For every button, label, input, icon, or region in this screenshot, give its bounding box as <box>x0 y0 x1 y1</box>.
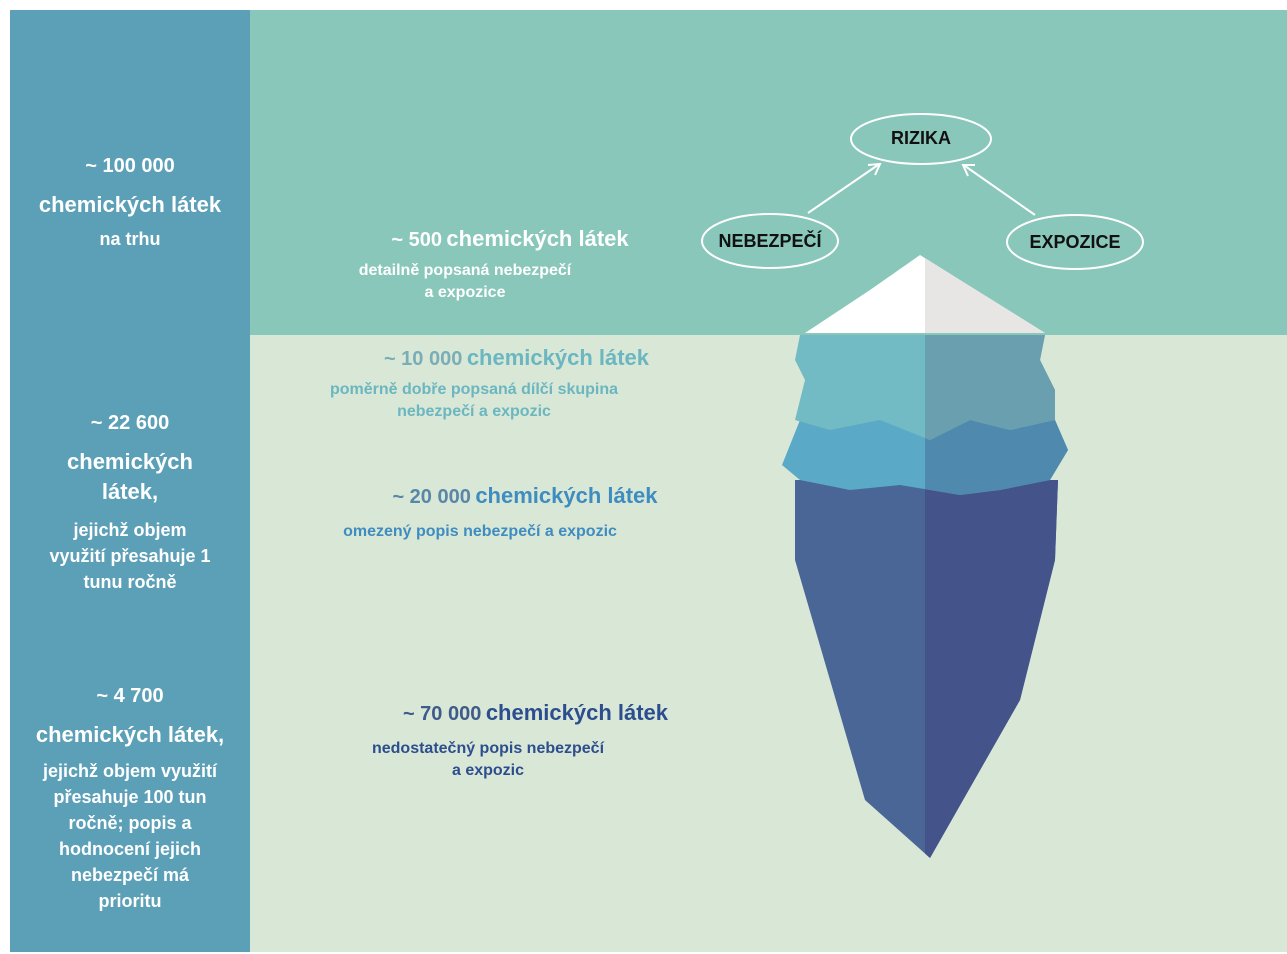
line: chemických látek <box>38 192 222 217</box>
description: nedostatečný popis nebezpečí <box>371 740 605 757</box>
line: chemických látek, <box>35 722 225 747</box>
count: ~ 70 000 <box>402 703 482 725</box>
water-bg <box>250 335 1287 952</box>
label: chemických látek <box>485 700 669 725</box>
line: jejichž objem <box>73 520 187 540</box>
level: ~ 10 000 chemických látek poměrně dobře … <box>264 345 684 423</box>
label: chemických látek <box>446 226 629 251</box>
line: na trhu <box>99 229 161 249</box>
description: nebezpečí a expozic <box>397 403 551 420</box>
level: ~ 20 000 chemických látek omezený popis … <box>270 483 690 543</box>
description: detailně popsaná nebezpečí <box>358 262 572 279</box>
arrow-head <box>867 162 882 176</box>
line: chemických <box>67 449 193 474</box>
sidebar-block: ~ 22 600 chemických látek, jejichž objem… <box>10 412 250 595</box>
line: přesahuje 100 tun <box>53 787 207 807</box>
description: a expozic <box>451 762 525 779</box>
count: ~ 100 000 <box>85 155 175 177</box>
iceberg <box>782 255 1068 858</box>
node-label: NEBEZPEČÍ <box>718 231 822 251</box>
line: látek, <box>101 479 159 504</box>
count: ~ 10 000 <box>383 348 463 370</box>
line: tunu ročně <box>83 572 177 592</box>
node-oval <box>701 213 839 269</box>
node-oval <box>850 113 992 165</box>
sidebar-bg <box>10 10 250 952</box>
label: chemických látek <box>475 483 658 508</box>
level: ~ 500 chemických látek detailně popsaná … <box>300 226 720 304</box>
sidebar-block: ~ 4 700 chemických látek, jejichž objem … <box>10 685 250 914</box>
sidebar-block: ~ 100 000 chemických látek na trhu <box>10 155 250 252</box>
description: omezený popis nebezpečí a expozic <box>343 523 617 540</box>
arrow <box>964 165 1036 216</box>
line: prioritu <box>98 891 162 911</box>
node-label: RIZIKA <box>891 128 951 148</box>
line: využití přesahuje 1 <box>49 546 211 566</box>
surface-bg <box>250 10 1287 335</box>
label: chemických látek <box>466 345 650 370</box>
count: ~ 4 700 <box>96 685 164 707</box>
line: jejichž objem využití <box>42 761 218 781</box>
risk-diagram <box>701 113 1144 270</box>
level: ~ 70 000 chemických látek nedostatečný p… <box>283 700 703 782</box>
node-oval <box>1006 214 1144 270</box>
description: a expozice <box>424 284 506 301</box>
description: poměrně dobře popsaná dílčí skupina <box>329 381 619 398</box>
node-label: EXPOZICE <box>1029 232 1121 252</box>
count: ~ 20 000 <box>392 486 471 508</box>
line: hodnocení jejich <box>58 839 201 859</box>
line: ročně; popis a <box>68 813 192 833</box>
line: nebezpečí má <box>70 865 190 885</box>
count: ~ 22 600 <box>90 412 170 434</box>
count: ~ 500 <box>391 229 442 251</box>
arrow-head <box>961 164 975 177</box>
arrow <box>807 164 879 214</box>
